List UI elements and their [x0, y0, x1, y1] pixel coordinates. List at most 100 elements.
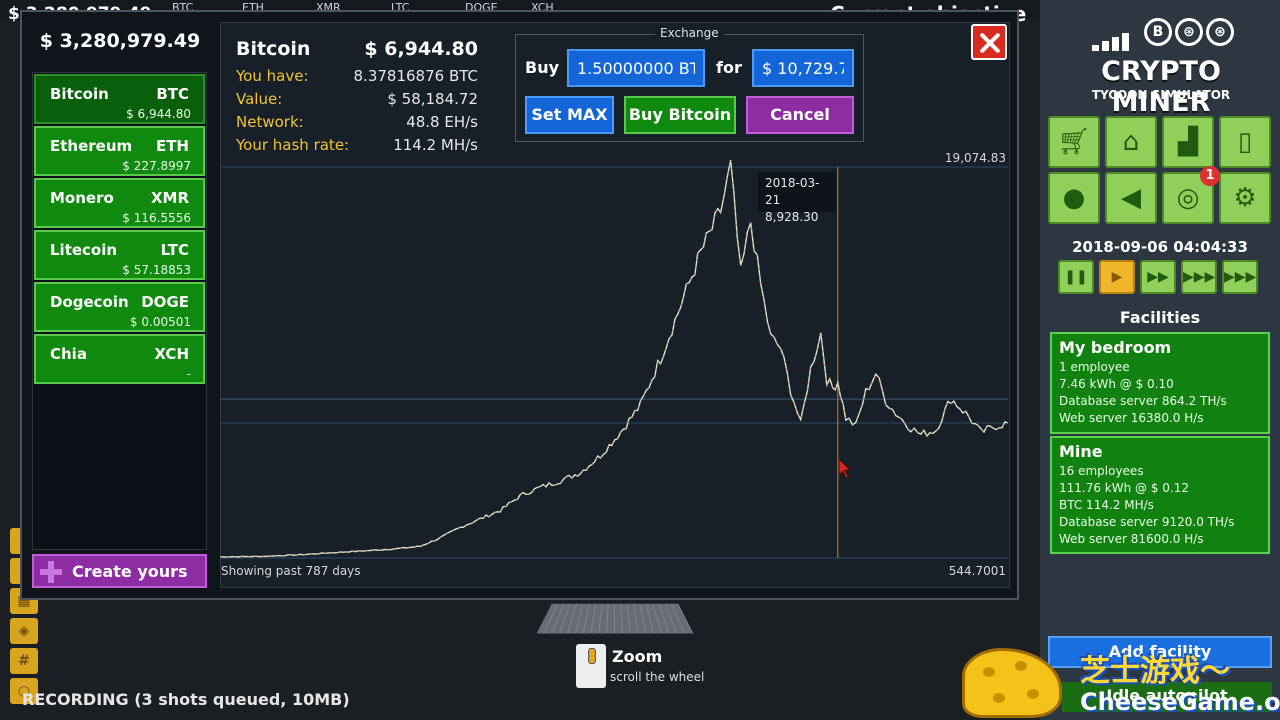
set-max-button[interactable]: Set MAX	[525, 96, 614, 134]
plus-icon	[40, 561, 62, 583]
coin-name: Litecoin	[50, 241, 118, 259]
coin-item-litecoin[interactable]: Litecoin LTC $ 57.18853	[34, 230, 205, 280]
tooltip-value: 8,928.30	[765, 210, 819, 224]
cancel-button[interactable]: Cancel	[746, 96, 854, 134]
coin-item-dogecoin[interactable]: Dogecoin DOGE $ 0.00501	[34, 282, 205, 332]
coin-price: $ 6,944.80	[126, 107, 191, 121]
coin-name: Monero	[50, 189, 114, 207]
floor-grid	[536, 603, 694, 634]
bars-icon	[1092, 32, 1132, 51]
stat-value-network: 48.8 EH/s	[406, 113, 478, 131]
buy-amount-input[interactable]	[567, 49, 705, 87]
facility-detail: Web server 16380.0 H/s	[1059, 411, 1204, 425]
megaphone-icon: ◀	[1121, 183, 1141, 213]
facility-detail: Web server 81600.0 H/s	[1059, 532, 1204, 546]
coin-item-monero[interactable]: Monero XMR $ 116.5556	[34, 178, 205, 228]
facilities-title: Facilities	[1119, 308, 1201, 327]
employees-button[interactable]: ●	[1048, 172, 1100, 224]
facility-detail: BTC 114.2 MH/s	[1059, 498, 1154, 512]
coin-price: -	[186, 367, 191, 381]
create-coin-button[interactable]: Create yours	[32, 554, 207, 588]
coin-name: Bitcoin	[50, 85, 109, 103]
chart-tooltip: 2018-03-21 8,928.30	[758, 172, 836, 224]
facility-name: My bedroom	[1059, 338, 1172, 357]
game-logo: B ⊛ ⊛ CRYPTO MINER TYCOON SIMULATOR	[1056, 14, 1266, 118]
price-chart[interactable]	[220, 150, 1008, 560]
settings-button[interactable]: ⚙	[1219, 172, 1271, 224]
stat-value-hashrate: 114.2 MH/s	[393, 136, 478, 154]
facility-card-bedroom[interactable]: My bedroom 1 employee 7.46 kWh @ $ 0.10 …	[1050, 332, 1270, 434]
person-icon: ●	[1062, 183, 1086, 213]
coin-symbol: LTC	[160, 241, 189, 259]
cart-icon: 🛒︎	[1057, 127, 1091, 157]
coin-name: Dogecoin	[50, 293, 129, 311]
zoom-subtitle: scroll the wheel	[610, 670, 705, 684]
speed-2x-button[interactable]: ▶▶	[1140, 260, 1176, 294]
facility-card-mine[interactable]: Mine 16 employees 111.76 kWh @ $ 0.12 BT…	[1050, 436, 1270, 554]
speed-3x-button[interactable]: ▶▶▶	[1181, 260, 1217, 294]
play-button[interactable]: ▶	[1099, 260, 1135, 294]
chart-range-label: Showing past 787 days	[221, 564, 361, 578]
stat-value-value: $ 58,184.72	[387, 90, 478, 108]
recording-status: RECORDING (3 shots queued, 10MB)	[22, 690, 350, 709]
stats-icon: ▟	[1178, 127, 1198, 157]
coin-price: $ 57.18853	[122, 263, 191, 277]
pause-button[interactable]: ❚❚	[1058, 260, 1094, 294]
create-coin-label: Create yours	[72, 562, 188, 581]
bank-button[interactable]: ⌂	[1105, 116, 1157, 168]
marketing-button[interactable]: ◀	[1105, 172, 1157, 224]
notification-badge: 1	[1200, 166, 1220, 186]
target-icon: ◎	[1176, 183, 1200, 213]
chart-min-label: 544.7001	[948, 564, 1006, 578]
phone-button[interactable]: ▯	[1219, 116, 1271, 168]
coin-name: Chia	[50, 345, 87, 363]
buy-label: Buy	[525, 58, 560, 77]
coin-item-ethereum[interactable]: Ethereum ETH $ 227.8997	[34, 126, 205, 176]
coin-name: Ethereum	[50, 137, 133, 155]
market-button[interactable]: ▟	[1162, 116, 1214, 168]
stat-value-holdings: 8.37816876 BTC	[353, 67, 478, 85]
exchange-title: Exchange	[655, 26, 724, 40]
stat-label-value: Value:	[236, 90, 283, 108]
phone-icon: ▯	[1237, 127, 1253, 157]
coin-symbol: XMR	[150, 189, 189, 207]
selected-coin-name: Bitcoin	[236, 38, 311, 60]
idle-autopilot-button[interactable]: Idle autopilot	[1062, 682, 1272, 712]
bitcoin-coin-icon: B	[1144, 18, 1172, 46]
close-icon[interactable]	[971, 24, 1007, 60]
gear-icon: ⚙	[1233, 183, 1257, 213]
zoom-title: Zoom	[612, 647, 663, 666]
buy-coin-button[interactable]: Buy Bitcoin	[624, 96, 736, 134]
shop-button[interactable]: 🛒︎	[1048, 116, 1100, 168]
gpu-fan-icon: ⊛	[1175, 18, 1203, 46]
chart-max-label: 19,074.83	[944, 151, 1006, 165]
settings-small-icon[interactable]: ○	[10, 678, 38, 704]
mouse-cursor-icon	[838, 458, 852, 479]
wallet-balance: $ 3,280,979.49	[39, 30, 201, 52]
coin-detail-panel	[220, 22, 1010, 588]
game-datetime: 2018-09-06 04:04:33	[1072, 238, 1248, 256]
grid-icon[interactable]: #	[10, 648, 38, 674]
gpu-fan-icon: ⊛	[1206, 18, 1234, 46]
stat-label-holdings: You have:	[236, 67, 309, 85]
coin-item-chia[interactable]: Chia XCH -	[34, 334, 205, 384]
price-line-red	[220, 160, 1008, 558]
facility-name: Mine	[1059, 442, 1103, 461]
coin-price: $ 227.8997	[122, 159, 191, 173]
coin-item-bitcoin[interactable]: Bitcoin BTC $ 6,944.80	[34, 74, 205, 124]
mouse-icon	[576, 644, 606, 688]
layers-icon[interactable]: ◈	[10, 618, 38, 644]
coin-symbol: ETH	[155, 137, 189, 155]
selected-coin-price: $ 6,944.80	[364, 38, 478, 60]
coin-symbol: DOGE	[141, 293, 189, 311]
logo-subtitle: TYCOON SIMULATOR	[1091, 88, 1231, 102]
coins-icon: B ⊛ ⊛	[1144, 18, 1237, 46]
facility-detail: Database server 864.2 TH/s	[1059, 394, 1227, 408]
bank-icon: ⌂	[1122, 127, 1140, 157]
for-label: for	[716, 58, 742, 77]
cost-amount-input[interactable]	[752, 49, 854, 87]
add-facility-button[interactable]: Add facility	[1048, 636, 1272, 668]
coin-price: $ 116.5556	[122, 211, 191, 225]
speed-4x-button[interactable]: ▶▶▶▶	[1222, 260, 1258, 294]
facility-detail: 111.76 kWh @ $ 0.12	[1059, 481, 1190, 495]
